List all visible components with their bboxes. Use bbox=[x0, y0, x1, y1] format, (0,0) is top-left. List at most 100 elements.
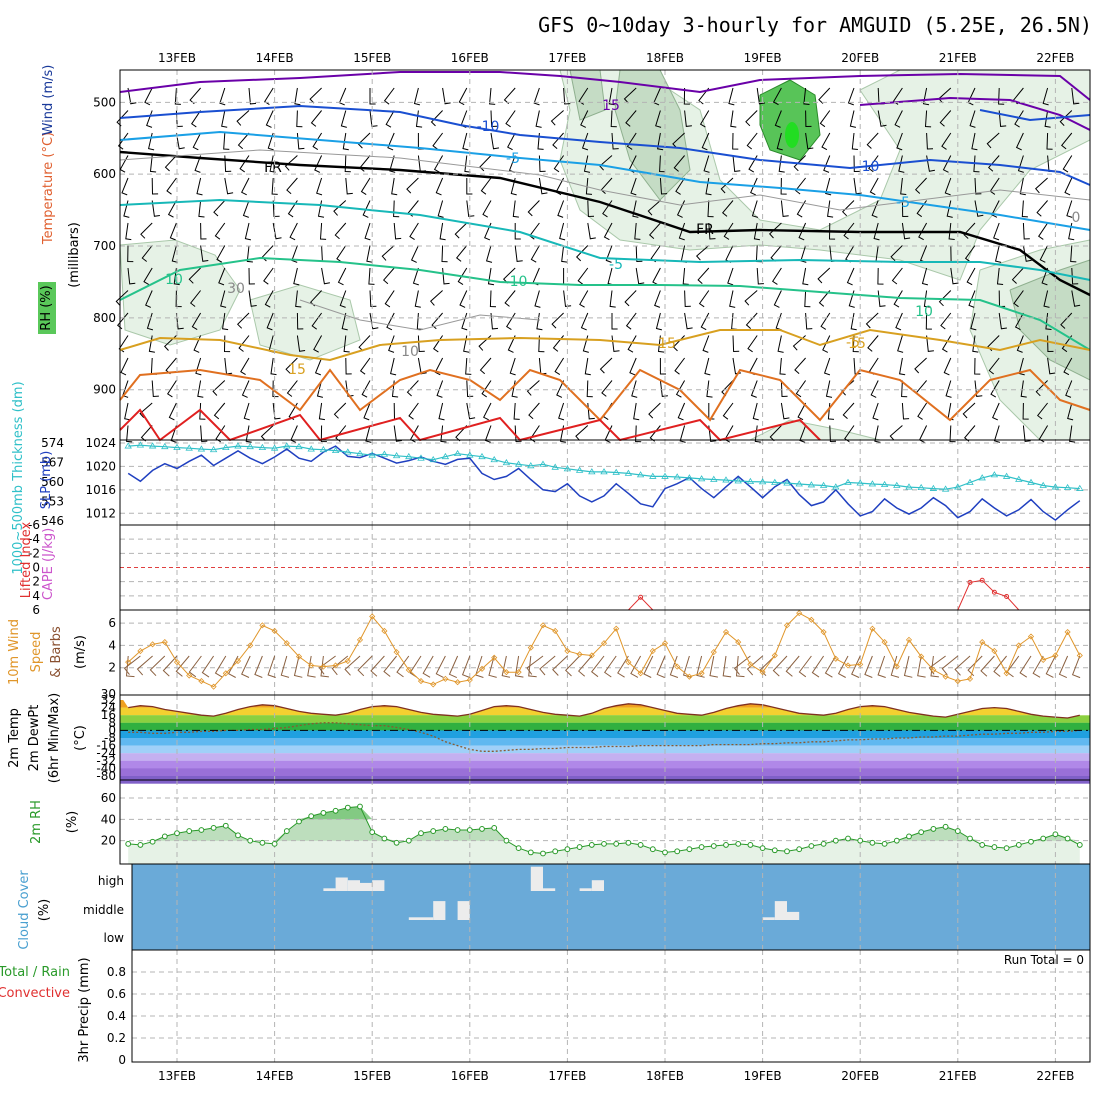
wind-barb bbox=[578, 87, 589, 105]
wind-barb bbox=[587, 222, 596, 240]
wind-barb bbox=[677, 402, 686, 421]
temp-minmax-label: (6hr Min/Max) bbox=[47, 693, 62, 783]
wind-barb bbox=[239, 155, 250, 173]
wind-barb bbox=[337, 267, 347, 286]
wind-barb bbox=[505, 110, 516, 128]
wind-barb bbox=[585, 177, 593, 195]
cloud-bar-high bbox=[591, 880, 604, 891]
wind-barb bbox=[220, 290, 227, 308]
wind-barb bbox=[489, 290, 497, 308]
wind-barb bbox=[728, 87, 735, 106]
wind-barb bbox=[535, 110, 542, 128]
wind-barb bbox=[848, 290, 855, 308]
temperature-contour bbox=[119, 104, 1091, 186]
temperature-contour bbox=[119, 150, 1091, 297]
temp-tick: 16 bbox=[101, 708, 116, 722]
wind-barb bbox=[1071, 87, 1080, 105]
wind-barb bbox=[455, 245, 468, 262]
wind-barb bbox=[286, 177, 298, 195]
thickness-point bbox=[588, 468, 596, 475]
wind-barb bbox=[1036, 200, 1048, 217]
wind-speed-point bbox=[783, 622, 791, 629]
thickness-point bbox=[746, 477, 755, 484]
wind-barb bbox=[1064, 177, 1073, 196]
rh-point bbox=[698, 844, 705, 850]
wind-barb bbox=[365, 425, 372, 443]
wind-barb bbox=[780, 402, 790, 420]
wind-barb bbox=[998, 312, 1007, 330]
wind-barb bbox=[552, 132, 564, 149]
wind-barb bbox=[454, 222, 468, 239]
wind-barb bbox=[722, 402, 734, 420]
wind-barb bbox=[345, 380, 354, 397]
wind-barb-10m bbox=[318, 655, 336, 675]
precip-tick: 0.8 bbox=[107, 965, 126, 979]
wind-barb bbox=[263, 267, 274, 285]
wind-speed-point bbox=[710, 649, 717, 656]
wind-barb bbox=[923, 290, 930, 308]
rh-legend-swatch bbox=[38, 282, 56, 334]
wind-barb bbox=[1044, 110, 1051, 128]
rh-point bbox=[576, 844, 583, 850]
temp2m-label: 2m Temp bbox=[7, 708, 22, 768]
wind-barb bbox=[1013, 290, 1024, 308]
wind-barb bbox=[732, 132, 739, 150]
temp-band bbox=[120, 730, 1090, 739]
wind-barb bbox=[866, 132, 879, 149]
rh-point bbox=[308, 813, 315, 820]
wind-barb bbox=[127, 267, 136, 285]
dewpoint-line bbox=[128, 722, 1080, 752]
wind-barb bbox=[1016, 335, 1024, 353]
thickness-point bbox=[978, 474, 986, 481]
wind-barb bbox=[363, 402, 371, 421]
wind-barb bbox=[409, 222, 419, 241]
wind-barb-10m bbox=[993, 655, 1007, 677]
wind-barb bbox=[236, 312, 250, 329]
wind-barb bbox=[732, 155, 741, 172]
thickness-point bbox=[1051, 483, 1060, 490]
wind10m-unit-label: (m/s) bbox=[73, 635, 88, 669]
wind-barb bbox=[655, 110, 662, 128]
wind-speed-point bbox=[198, 678, 205, 685]
wind-barb bbox=[139, 402, 153, 419]
wind-barb-10m bbox=[331, 655, 349, 676]
lifted-index-point bbox=[1004, 594, 1010, 600]
wind-speed-tick: 2 bbox=[108, 661, 116, 675]
temperature-contour bbox=[859, 96, 1091, 131]
rh-point bbox=[369, 829, 376, 836]
date-label-top: 20FEB bbox=[841, 51, 879, 65]
wind-barb-10m bbox=[733, 655, 751, 675]
wind-barb bbox=[339, 290, 347, 308]
wind-speed-point bbox=[686, 673, 693, 680]
wind-barb-10m bbox=[293, 655, 303, 678]
wind-barb-10m bbox=[930, 655, 939, 678]
wind-barb-10m bbox=[320, 655, 329, 678]
temp-band bbox=[120, 738, 1090, 746]
wind-barb bbox=[963, 222, 976, 239]
wind-barb bbox=[490, 132, 500, 150]
wind-barb-10m bbox=[696, 655, 705, 678]
rh-point bbox=[259, 839, 266, 846]
wind-barb bbox=[430, 110, 443, 127]
wind-barb bbox=[825, 177, 832, 196]
rh-shade bbox=[249, 284, 361, 361]
cloud-cover-panel: high middle low bbox=[83, 863, 1091, 951]
wind-speed-point bbox=[600, 640, 608, 647]
wind-barb-10m bbox=[280, 655, 290, 678]
wind-barb bbox=[894, 110, 903, 128]
wind-barb bbox=[992, 402, 1000, 421]
thickness-point bbox=[295, 442, 303, 450]
wind-barb bbox=[412, 267, 419, 286]
temperature-contour bbox=[119, 130, 1091, 231]
wind-barb bbox=[435, 177, 444, 196]
wind-barb bbox=[432, 132, 443, 150]
wind-barb bbox=[479, 357, 492, 375]
wind-speed-point bbox=[125, 659, 132, 666]
wind-barb bbox=[272, 380, 279, 398]
thickness-point bbox=[270, 444, 279, 451]
thickness-axis-label: 1000~500mb Thickness (dm) bbox=[11, 381, 26, 574]
wind-barb bbox=[514, 425, 522, 443]
wind-barb bbox=[144, 87, 153, 106]
wind-speed-point bbox=[1003, 670, 1010, 677]
date-label-top: 16FEB bbox=[451, 51, 489, 65]
